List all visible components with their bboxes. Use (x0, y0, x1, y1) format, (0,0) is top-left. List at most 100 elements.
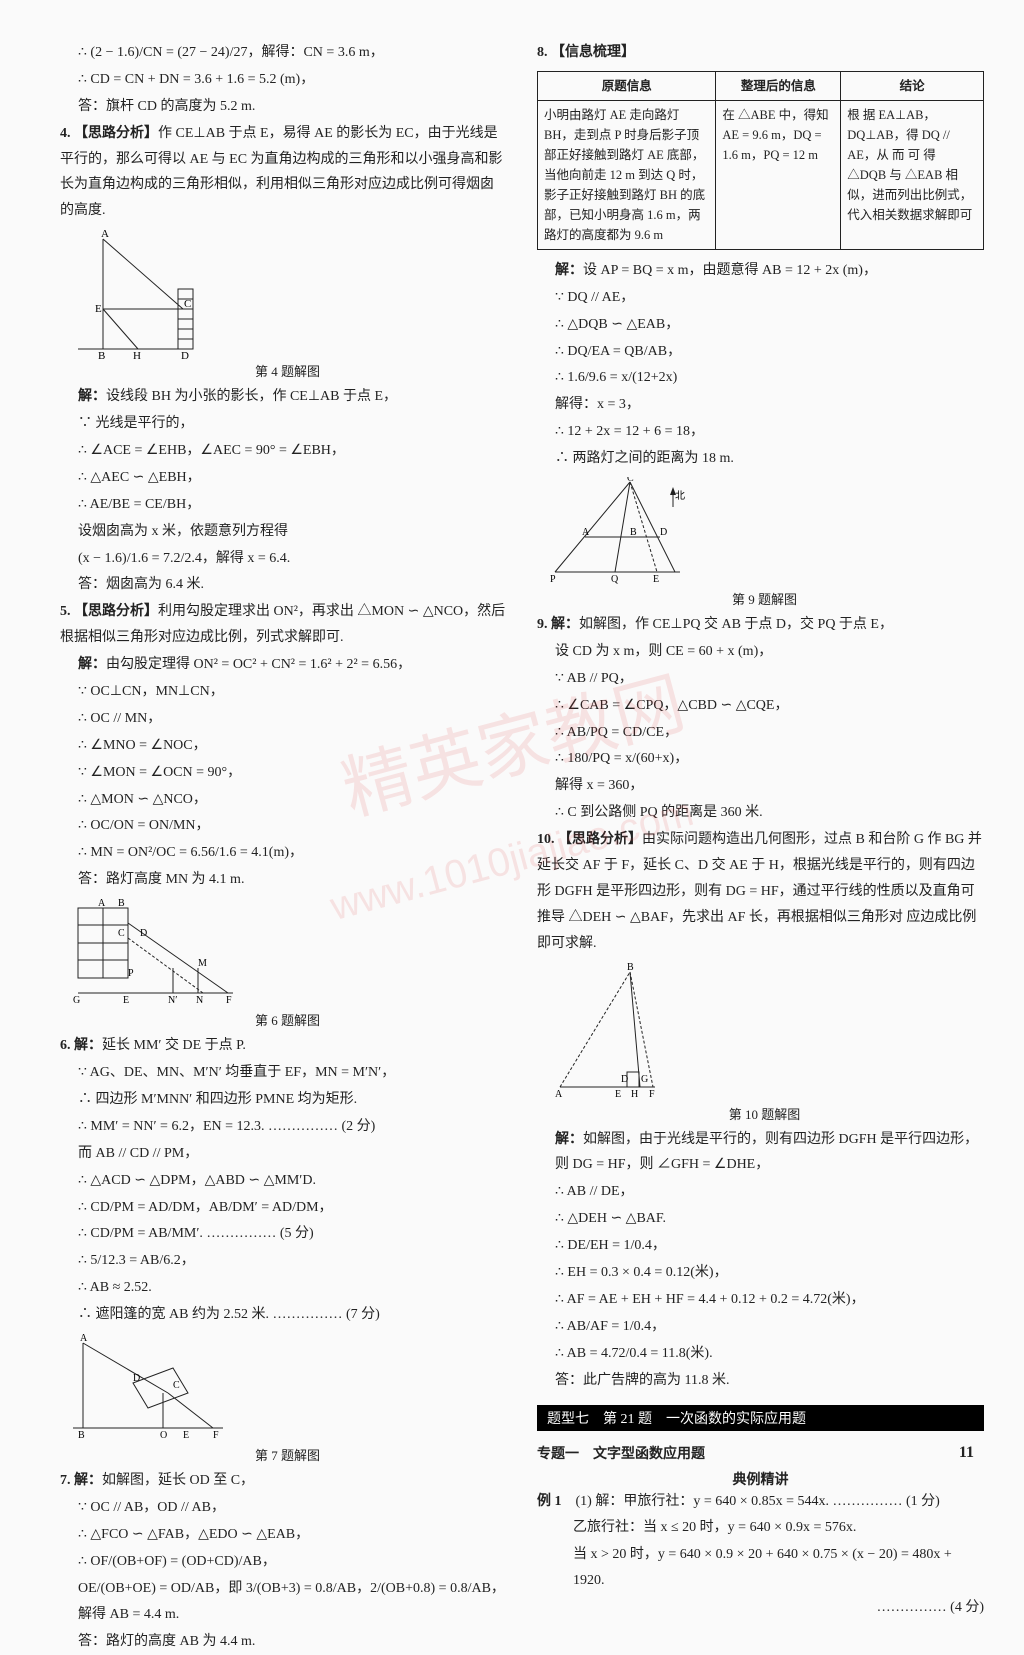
text-line: ∴ MN = ON²/OC = 6.56/1.6 = 4.1(m)， (60, 840, 507, 866)
figure-10: B A D G E H F 第 10 题解图 (545, 962, 984, 1123)
page-number: 11 (959, 1444, 974, 1462)
svg-text:C: C (627, 477, 634, 484)
text-line: ∵ ∠MON = ∠OCN = 90°， (60, 760, 507, 786)
info-table: 原题信息 整理后的信息 结论 小明由路灯 AE 走向路灯 BH，走到点 P 时身… (537, 71, 984, 250)
text-line: ∴ DQ/EA = QB/AB， (537, 339, 984, 365)
figure-4-svg: A E C B H D (68, 229, 198, 359)
text-line: ∴ AB ≈ 2.52. (60, 1275, 507, 1301)
text-line: ∵ 光线是平行的， (60, 411, 507, 437)
sol-tag: 解： (74, 1038, 102, 1053)
q10-heading: 10. 【思路分析】由实际问题构造出几何图形，过点 B 和台阶 G 作 BG 并… (537, 827, 984, 956)
svg-text:F: F (226, 995, 232, 1006)
text: 设线段 BH 为小张的影长，作 CE⊥AB 于点 E， (106, 389, 397, 404)
figure-10-label: 第 10 题解图 (545, 1104, 984, 1123)
text: 设 AP = BQ = x m，由题意得 AB = 12 + 2x (m)， (583, 263, 877, 278)
text-line: ∴ ∠MNO = ∠NOC， (60, 733, 507, 759)
topic-title: 专题一 文字型函数应用题 (537, 1443, 984, 1463)
q10-label: 10. (537, 832, 555, 847)
svg-text:P: P (128, 968, 134, 979)
text-line: 当 x > 20 时，y = 640 × 0.9 × 20 + 640 × 0.… (537, 1542, 984, 1594)
q8-label: 8. (537, 45, 548, 60)
text-line: ∴ CD = CN + DN = 3.6 + 1.6 = 5.2 (m)， (60, 67, 507, 93)
svg-text:D: D (133, 1373, 140, 1384)
svg-text:B: B (118, 898, 125, 909)
text-line: ∴ DE/EH = 1/0.4， (537, 1233, 984, 1259)
svg-text:N′: N′ (168, 995, 177, 1006)
figure-6-label: 第 6 题解图 (68, 1010, 507, 1029)
info-tag: 【信息梳理】 (551, 45, 635, 60)
section-black-bar: 题型七 第 21 题 一次函数的实际应用题 (537, 1405, 984, 1431)
text-line: 答：路灯高度 MN 为 4.1 m. (60, 867, 507, 893)
text-line: ∴ 两路灯之间的距离为 18 m. (537, 446, 984, 472)
table-cell: 小明由路灯 AE 走向路灯 BH，走到点 P 时身后影子顶部正好接触到路灯 AE… (538, 100, 716, 249)
text-line: ∵ AG、DE、MN、M′N′ 均垂直于 EF，MN = M′N′， (60, 1060, 507, 1086)
text-line: 答：烟囱高为 6.4 米. (60, 572, 507, 598)
text-line: ∴ CD/PM = AD/DM，AB/DM′ = AD/DM， (60, 1195, 507, 1221)
q10-analysis: 由实际问题构造出几何图形，过点 B 和台阶 G 作 BG 并延长交 AF 于 F… (537, 832, 982, 951)
svg-text:G: G (73, 995, 80, 1006)
text: 如解图，作 CE⊥PQ 交 AB 于点 D，交 PQ 于点 E， (579, 617, 893, 632)
text-line: ∴ △FCO ∽ △FAB，△EDO ∽ △EAB， (60, 1522, 507, 1548)
text-line: 解：如解图，由于光线是平行的，则有四边形 DGFH 是平行四边形，则 DG = … (537, 1127, 984, 1179)
q7-label: 7. (60, 1473, 71, 1488)
text-line: ∴ 180/PQ = x/(60+x)， (537, 746, 984, 772)
text-line: ∴ ∠CAB = ∠CPQ，△CBD ∽ △CQE， (537, 693, 984, 719)
table-header: 原题信息 (538, 71, 716, 100)
svg-text:B: B (98, 350, 105, 359)
sol-tag: 解： (78, 657, 106, 672)
svg-text:P: P (550, 574, 556, 585)
svg-text:H: H (133, 350, 141, 359)
svg-text:H: H (631, 1089, 638, 1100)
svg-text:D: D (621, 1074, 628, 1085)
q4-heading: 4. 【思路分析】作 CE⊥AB 于点 E，易得 AE 的影长为 EC，由于光线… (60, 121, 507, 225)
svg-text:C: C (184, 298, 191, 310)
text-line: 解：设 AP = BQ = x m，由题意得 AB = 12 + 2x (m)， (537, 258, 984, 284)
analysis-tag: 【思路分析】 (74, 604, 158, 619)
text-line: ∴ △MON ∽ △NCO， (60, 787, 507, 813)
figure-10-svg: B A D G E H F (545, 962, 665, 1102)
figure-7-svg: A B D C O E F (68, 1333, 228, 1443)
text-line: ∴ △DEH ∽ △BAF. (537, 1206, 984, 1232)
svg-text:B: B (627, 962, 634, 973)
svg-text:C: C (173, 1380, 180, 1391)
text-line: ∴ (2 − 1.6)/CN = (27 − 24)/27，解得：CN = 3.… (60, 40, 507, 66)
ex1-heading: 例 1 (1) 解：甲旅行社：y = 640 × 0.85x = 544x. …… (537, 1489, 984, 1515)
svg-text:E: E (95, 303, 102, 315)
text-line: ∴ AB // DE， (537, 1179, 984, 1205)
text-line: ∴ AB = 4.72/0.4 = 11.8(米). (537, 1341, 984, 1367)
text-line: …………… (4 分) (537, 1595, 984, 1621)
text-line: ∴ 遮阳篷的宽 AB 约为 2.52 米. …………… (7 分) (60, 1302, 507, 1328)
q9-heading: 9. 解：如解图，作 CE⊥PQ 交 AB 于点 D，交 PQ 于点 E， (537, 612, 984, 638)
q6-heading: 6. 解：延长 MM′ 交 DE 于点 P. (60, 1033, 507, 1059)
text-line: 解得 AB = 4.4 m. (60, 1602, 507, 1628)
svg-text:M: M (198, 958, 207, 969)
q5-label: 5. (60, 604, 71, 619)
svg-text:C: C (118, 928, 125, 939)
figure-6-svg: A B C D P M G E N′ N F (68, 898, 238, 1008)
svg-text:B: B (630, 527, 637, 538)
sol-tag: 解： (78, 389, 106, 404)
figure-7-label: 第 7 题解图 (68, 1445, 507, 1464)
svg-text:F: F (213, 1430, 219, 1441)
text-line: ∵ OC // AB，OD // AB， (60, 1495, 507, 1521)
text: (1) 解：甲旅行社：y = 640 × 0.85x = 544x. ……………… (576, 1494, 940, 1509)
q6-label: 6. (60, 1038, 71, 1053)
text-line: 答：路灯的高度 AB 为 4.4 m. (60, 1629, 507, 1655)
text-line: 解：由勾股定理得 ON² = OC² + CN² = 1.6² + 2² = 6… (60, 652, 507, 678)
figure-7: A B D C O E F 第 7 题解图 (68, 1333, 507, 1464)
text-line: ∵ OC⊥CN，MN⊥CN， (60, 679, 507, 705)
sol-tag: 解： (555, 263, 583, 278)
example-label: 典例精讲 (537, 1469, 984, 1489)
figure-6: A B C D P M G E N′ N F 第 6 题解图 (68, 898, 507, 1029)
svg-text:D: D (660, 527, 667, 538)
text-line: ∵ DQ // AE， (537, 285, 984, 311)
text-line: 而 AB // CD // PM， (60, 1141, 507, 1167)
text: 如解图，由于光线是平行的，则有四边形 DGFH 是平行四边形，则 DG = HF… (555, 1132, 978, 1173)
text-line: 答：旗杆 CD 的高度为 5.2 m. (60, 94, 507, 120)
page-container: ∴ (2 − 1.6)/CN = (27 − 24)/27，解得：CN = 3.… (60, 40, 984, 1462)
table-header: 结论 (841, 71, 984, 100)
svg-text:E: E (653, 574, 659, 585)
figure-4-label: 第 4 题解图 (68, 361, 507, 380)
figure-4: A E C B H D 第 4 题解图 (68, 229, 507, 380)
text-line: ∴ ∠ACE = ∠EHB，∠AEC = 90° = ∠EBH， (60, 438, 507, 464)
